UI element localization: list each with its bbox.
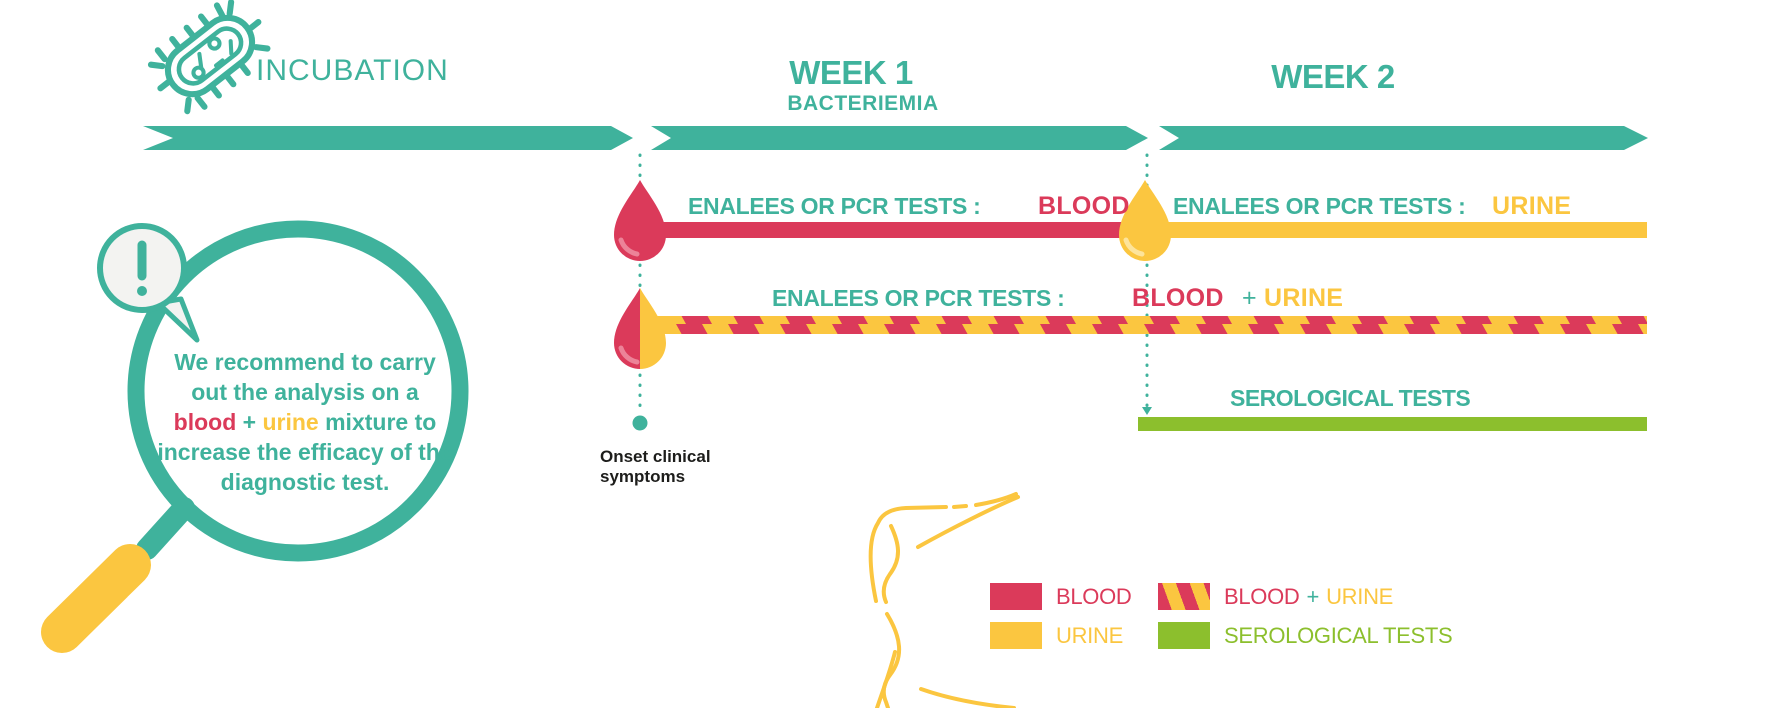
legend-item-serological: SEROLOGICAL TESTS <box>1158 622 1453 649</box>
legend-bu-blood: BLOOD <box>1224 583 1300 609</box>
alert-bubble-icon <box>97 223 200 343</box>
legend-item-urine: URINE <box>990 622 1123 649</box>
reco-suffix: to <box>414 409 437 435</box>
blood-urine-test-bar <box>652 316 1647 334</box>
onset-line1: Onset clinical <box>600 447 711 466</box>
incubation-band <box>143 126 633 150</box>
legend-blood-swatch <box>990 583 1042 610</box>
week1-sublabel: BACTERIEMIA <box>787 92 939 115</box>
onset-label: Onset clinical symptoms <box>600 447 711 487</box>
week2-label: WEEK 2 <box>1271 58 1395 95</box>
reco-line2: out the analysis on a <box>191 379 419 405</box>
mixture-pcr-plus: + <box>1242 284 1257 312</box>
legend-blood-urine-label: BLOOD + URINE <box>1224 584 1393 610</box>
week1-band <box>651 126 1148 150</box>
blood-test-bar <box>652 222 1148 238</box>
legend-item-blood-urine: BLOOD + URINE <box>1158 583 1393 610</box>
reco-plus: + <box>242 409 257 435</box>
reco-line1: We recommend to carry <box>174 349 436 375</box>
legend-item-blood: BLOOD <box>990 583 1132 610</box>
legend-blood-urine-swatch <box>1158 583 1210 610</box>
week1-pcr-label: ENALEES OR PCR TESTS : <box>688 193 981 219</box>
legend-serological-label: SEROLOGICAL TESTS <box>1224 622 1453 648</box>
mixture-pcr-blood: BLOOD <box>1132 284 1224 312</box>
week1-pcr-sample: BLOOD <box>1038 192 1130 220</box>
legend-urine-swatch <box>990 622 1042 649</box>
urine-test-bar <box>1150 222 1647 238</box>
week2-band <box>1159 126 1648 150</box>
legend-bu-plus: + <box>1306 583 1320 609</box>
mixture-pcr-urine: URINE <box>1264 284 1344 312</box>
serological-test-bar <box>1138 417 1647 431</box>
week2-dotted-arrow <box>1142 407 1152 415</box>
reco-blood: blood <box>173 409 237 435</box>
urine-drop-icon <box>1119 180 1171 261</box>
reco-line4: increase the efficacy of the <box>157 439 453 465</box>
legend-serological-swatch <box>1158 622 1210 649</box>
serological-label: SEROLOGICAL TESTS <box>1230 385 1471 411</box>
magnifier-icon <box>41 220 469 653</box>
blood-drop-icon <box>614 180 666 261</box>
bacteria-icon <box>147 0 271 115</box>
reco-line5: diagnostic test. <box>220 469 390 495</box>
legend-blood-label: BLOOD <box>1056 583 1132 609</box>
incubation-label: INCUBATION <box>256 54 449 87</box>
blood-urine-drop-icon <box>614 288 666 369</box>
recommendation-text: We recommend to carry out the analysis o… <box>140 347 470 497</box>
legend-urine-label: URINE <box>1056 622 1123 648</box>
animal-sketch-icon <box>868 492 1020 708</box>
onset-line2: symptoms <box>600 467 686 486</box>
week2-pcr-label: ENALEES OR PCR TESTS : <box>1173 193 1466 219</box>
legend-bu-urine: URINE <box>1326 583 1394 609</box>
mixture-pcr-label: ENALEES OR PCR TESTS : <box>772 285 1065 311</box>
reco-urine: urine <box>262 409 319 435</box>
reco-mixture: mixture <box>325 409 409 435</box>
week2-pcr-sample: URINE <box>1492 192 1572 220</box>
week1-label: WEEK 1 <box>789 54 913 91</box>
onset-dot <box>632 415 648 431</box>
